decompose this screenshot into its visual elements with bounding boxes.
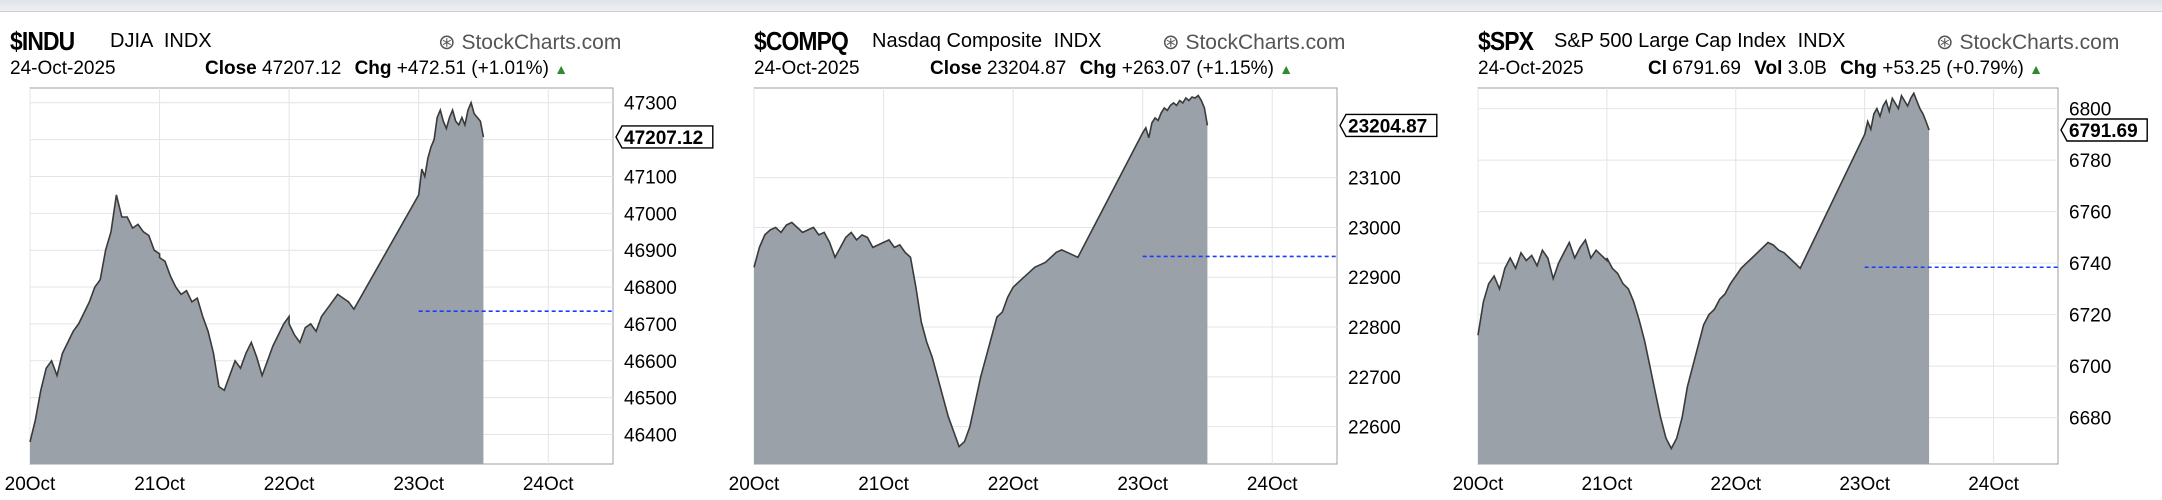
x-tick-label: 20Oct [5,474,56,495]
watermark: ⊛ StockCharts.com [1162,31,1346,54]
y-tick-label: 22700 [1348,368,1401,389]
close-label: Close [930,58,982,79]
x-tick-label: 21Oct [1582,474,1633,495]
y-tick-label: 46700 [624,315,677,336]
x-tick-label: 23Oct [393,474,444,495]
chart-symbol: $SPX [1478,26,1534,56]
y-tick-label: 46500 [624,389,677,410]
chart-svg: 22600 22700 22800 22900 23000 23100 20Oct 21Oct… [729,87,1438,495]
watermark-text: StockCharts.com [461,31,622,54]
chart-stats: Close 23204.87 Chg +263.07 (+1.15%) ▲ [930,58,1293,80]
y-tick-label: 23000 [1348,218,1401,239]
close-value: 47207.12 [262,58,342,79]
y-tick-label: 6760 [2069,203,2111,224]
close-label: Close [205,58,257,79]
chg-value: +472.51 (+1.01%) [396,58,549,79]
chart-date: 24-Oct-2025 [1478,58,1584,79]
last-value-label: 23204.87 [1348,116,1427,137]
chart-panel-indu: 46400 46500 46600 46700 46800 46900 47000 47100… [0,18,720,496]
vol-value: 3.0B [1787,58,1827,79]
y-tick-label: 6740 [2069,254,2111,275]
watermark-text: StockCharts.com [1185,31,1346,54]
vol-label: Vol [1754,58,1783,79]
x-tick-label: 21Oct [134,474,185,495]
y-tick-label: 46600 [624,352,677,373]
x-tick-label: 23Oct [1839,474,1890,495]
watermark-text: StockCharts.com [1959,31,2120,54]
price-area [1478,93,1930,464]
x-tick-label: 23Oct [1117,474,1168,495]
chg-label: Chg [354,58,392,79]
last-value-label: 47207.12 [624,128,703,149]
x-tick-label: 20Oct [1453,474,1504,495]
chart-date: 24-Oct-2025 [10,58,116,79]
chg-value: +53.25 (+0.79%) [1882,58,2024,79]
chart-name: DJIA INDX [110,30,212,53]
chart-panel-spx: 6680 6700 6720 6740 6760 6780 6800 20Oct 21Oct 22… [1448,18,2162,496]
y-tick-label: 6680 [2069,409,2111,430]
y-tick-label: 6800 [2069,100,2111,121]
close-value: 6791.69 [1672,58,1741,79]
chart-stats: Close 47207.12 Chg +472.51 (+1.01%) ▲ [205,58,568,80]
last-value-callout [615,125,714,149]
chart-svg: 46400 46500 46600 46700 46800 46900 47000 47100… [5,87,714,495]
chg-label: Chg [1840,58,1877,79]
y-tick-label: 22900 [1348,268,1401,289]
up-arrow-icon: ▲ [2029,61,2043,77]
last-value-callout [1339,113,1438,138]
chg-label: Chg [1079,58,1117,79]
x-tick-label: 22Oct [988,474,1039,495]
chart-date: 24-Oct-2025 [754,58,860,79]
y-tick-label: 22600 [1348,418,1401,439]
price-line [753,94,1209,449]
last-value-callout [2060,118,2148,142]
index-name: S&P 500 Large Cap Index [1554,30,1787,52]
x-tick-label: 22Oct [1710,474,1761,495]
up-arrow-icon: ▲ [554,61,569,77]
top-bar [0,0,2162,12]
watermark: ⊛ StockCharts.com [438,31,622,54]
x-tick-label: 24Oct [1968,474,2019,495]
price-area [30,102,484,464]
y-tick-label: 47000 [624,204,677,225]
last-value-label: 6791.69 [2069,121,2138,142]
chart-panel-compq: 22600 22700 22800 22900 23000 23100 20Oct 21Oct… [724,18,1444,496]
chg-value: +263.07 (+1.15%) [1121,58,1274,79]
y-tick-label: 46900 [624,241,677,262]
x-tick-label: 24Oct [1247,474,1298,495]
price-area [754,95,1208,464]
up-arrow-icon: ▲ [1279,61,1294,77]
y-tick-label: 6780 [2069,151,2111,172]
watermark: ⊛ StockCharts.com [1936,31,2120,54]
x-tick-label: 21Oct [858,474,909,495]
chart-name: S&P 500 Large Cap Index INDX [1554,30,1845,53]
x-tick-label: 20Oct [729,474,780,495]
x-tick-label: 24Oct [523,474,574,495]
y-tick-label: 22800 [1348,318,1401,339]
x-tick-label: 22Oct [264,474,315,495]
exchange-label: INDX [1797,30,1846,52]
y-tick-label: 46400 [624,426,677,447]
y-tick-label: 47300 [624,94,677,115]
y-tick-label: 46800 [624,278,677,299]
y-tick-label: 6720 [2069,306,2111,327]
y-tick-label: 6700 [2069,357,2111,378]
exchange-label: INDX [1053,30,1102,52]
exchange-label: INDX [163,30,212,52]
price-line [29,100,485,443]
close-label: Cl [1648,58,1667,79]
price-line [1477,91,1930,451]
chart-symbol: $COMPQ [754,26,849,56]
chart-stats: Cl 6791.69 Vol 3.0B Chg +53.25 (+0.79%) … [1648,58,2043,80]
chart-name: Nasdaq Composite INDX [872,30,1101,53]
y-tick-label: 47100 [624,167,677,188]
chart-symbol: $INDU [10,26,75,56]
close-value: 23204.87 [987,58,1067,79]
index-name: DJIA [110,30,153,52]
y-tick-label: 23100 [1348,169,1401,190]
index-name: Nasdaq Composite [872,30,1043,52]
chart-svg: 6680 6700 6720 6740 6760 6780 6800 20Oct 21Oct 22… [1453,87,2148,495]
